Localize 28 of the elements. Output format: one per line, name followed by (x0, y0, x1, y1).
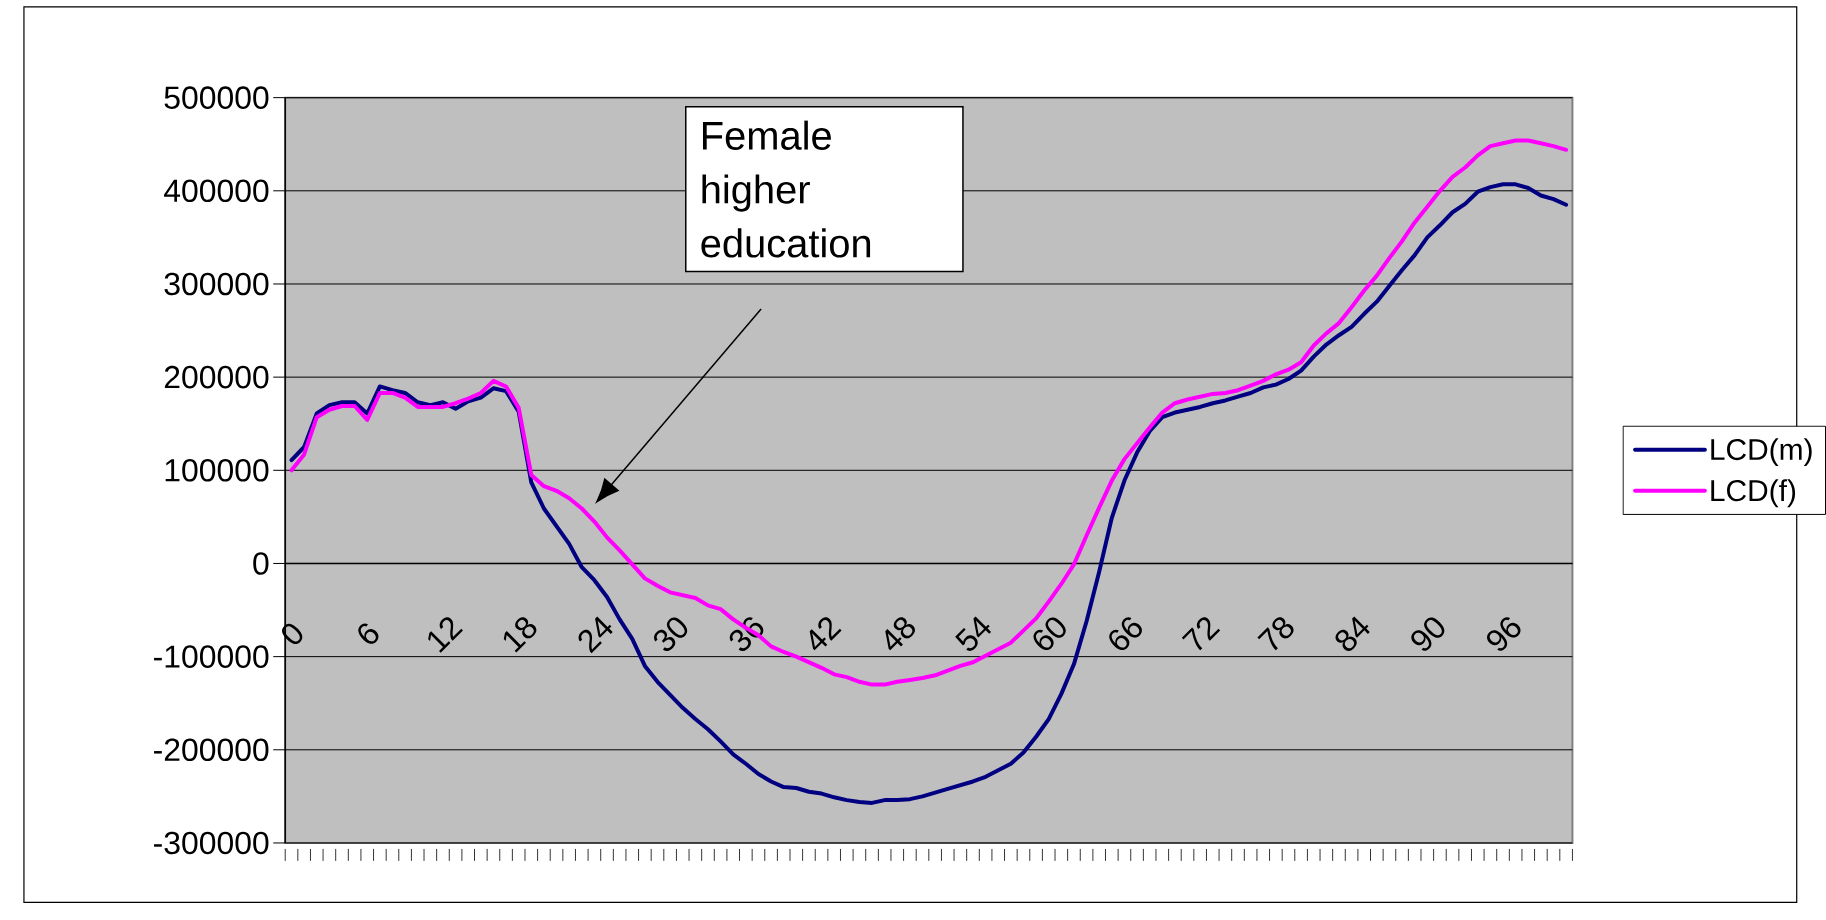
x-tick-label: 96 (1487, 616, 1521, 651)
x-tick-label: 48 (885, 617, 915, 651)
x-tick-label: 6 (358, 623, 379, 644)
y-tick-label: 400000 (163, 179, 269, 202)
x-tick-label: 54 (955, 616, 992, 651)
y-tick-label: -300000 (154, 831, 269, 855)
x-tick-label: 60 (1033, 617, 1066, 650)
legend-label: LCD(m) (1711, 438, 1812, 466)
x-tick-label: 84 (1335, 616, 1370, 651)
y-tick-label: -100000 (154, 645, 269, 668)
x-tick-label: 30 (654, 617, 688, 651)
annotation: Female higher education (701, 120, 871, 258)
x-tick-label: 78 (1257, 617, 1294, 651)
x-tick-label: 24 (578, 616, 613, 654)
x-tick-label: 66 (1109, 616, 1142, 650)
y-tick-label: 500000 (164, 86, 269, 109)
legend-label: LCD(f) (1711, 479, 1796, 507)
x-tick-label: 90 (1411, 617, 1445, 651)
x-tick-label: 42 (809, 617, 842, 651)
y-tick-label: 0 (253, 552, 269, 575)
y-tick-label: 100000 (165, 458, 269, 482)
x-tick-label: 0 (282, 623, 303, 644)
x-tick-label: 12 (428, 617, 463, 653)
y-tick-label: 200000 (164, 365, 269, 389)
y-tick-label: 300000 (164, 272, 269, 296)
x-tick-label: 72 (1181, 617, 1221, 651)
y-tick-label: -200000 (154, 738, 269, 761)
x-tick-label: 18 (503, 617, 537, 653)
